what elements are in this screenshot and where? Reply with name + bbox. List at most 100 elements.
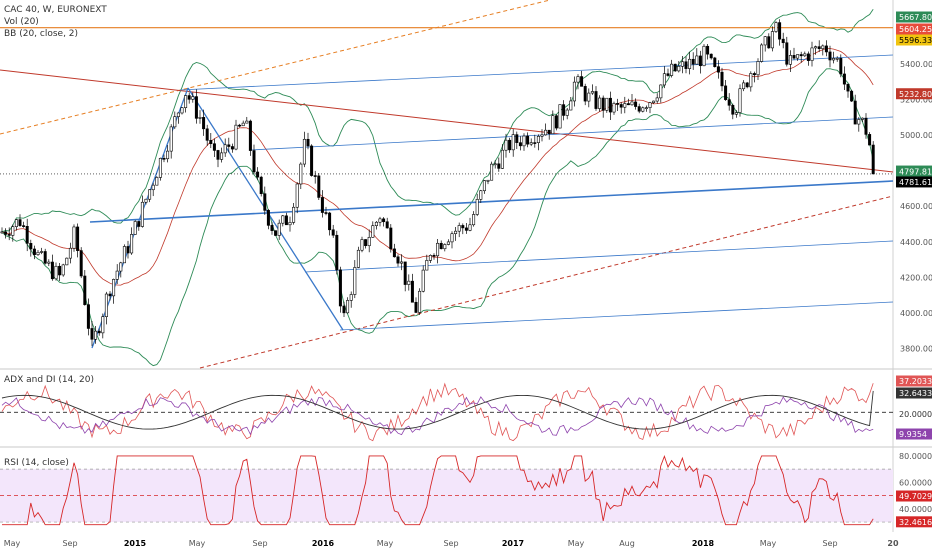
candle-body <box>551 115 555 135</box>
bollinger-legend: BB (20, close, 2) <box>4 29 79 39</box>
candle-body <box>29 243 33 250</box>
candle-body <box>731 104 735 115</box>
candle <box>734 110 738 118</box>
candle <box>817 40 821 53</box>
candle-body <box>486 179 490 182</box>
candle <box>274 230 278 236</box>
candle <box>176 112 180 124</box>
candle <box>101 313 105 339</box>
candle-body <box>230 146 234 150</box>
candle-body <box>112 279 116 297</box>
candle-body <box>385 221 389 229</box>
price-axis: 3800.004000.004200.004400.004600.004800.… <box>896 11 932 353</box>
time-tick-label: Sep <box>62 539 77 548</box>
candle-body <box>335 234 339 271</box>
candle <box>25 218 29 252</box>
candle <box>407 274 411 291</box>
candle-body <box>292 206 296 223</box>
candle <box>590 84 594 95</box>
candle <box>637 103 641 114</box>
candle <box>266 209 270 230</box>
candle-body <box>86 304 90 329</box>
candle-body <box>90 328 94 340</box>
candle-body <box>504 139 508 151</box>
candle <box>749 71 753 92</box>
candle-body <box>742 82 746 90</box>
candle <box>788 50 792 73</box>
candle <box>680 56 684 74</box>
candle <box>504 133 508 158</box>
candle-body <box>706 45 710 55</box>
candle <box>220 147 224 163</box>
candle-body <box>720 71 724 87</box>
candle-body <box>724 85 728 100</box>
candle <box>547 129 551 140</box>
price-label: 5596.33 <box>896 34 932 46</box>
candle <box>580 70 584 87</box>
grid-layer <box>0 0 932 532</box>
candle <box>839 54 843 78</box>
time-tick-label: May <box>568 539 585 548</box>
channel-bottom-line <box>339 301 894 331</box>
price-label-box <box>896 34 932 46</box>
time-tick-label: 2015 <box>124 539 147 548</box>
candle <box>457 222 461 238</box>
candle-body <box>83 275 87 305</box>
candle-body <box>162 157 166 160</box>
candle <box>396 254 400 267</box>
candle <box>76 223 80 258</box>
candle-body <box>857 119 861 125</box>
candle-body <box>673 63 677 72</box>
candle <box>364 239 368 249</box>
candle <box>94 326 98 344</box>
candle-body <box>61 264 65 276</box>
candle <box>173 111 177 130</box>
candle <box>414 297 418 313</box>
candle <box>666 68 670 77</box>
candle <box>11 224 15 242</box>
time-tick-label: May <box>760 539 777 548</box>
candle <box>61 263 65 277</box>
candle-body <box>205 128 209 141</box>
candle <box>612 101 616 115</box>
candle <box>122 244 126 264</box>
adx-panel: 37.2033 32.6433 20.0000 9.9354 <box>0 375 932 442</box>
price-label-box <box>896 428 932 440</box>
candle <box>317 173 321 201</box>
candle-body <box>241 122 245 127</box>
candle-body <box>79 250 83 277</box>
candle <box>299 162 303 190</box>
price-label-box <box>896 23 932 35</box>
candle-body <box>778 22 782 40</box>
time-tick-label: May <box>377 539 394 548</box>
price-label-text: 5667.80 <box>899 13 932 22</box>
candle-body <box>389 227 393 250</box>
candle-body <box>583 86 587 102</box>
lower-dashed-trend <box>199 195 894 369</box>
candle-body <box>540 134 544 137</box>
candle-body <box>0 231 4 234</box>
candle-body <box>576 76 580 83</box>
price-label-text: 4797.81 <box>899 167 932 176</box>
rsi-legend: RSI (14, close) <box>4 458 69 468</box>
candle <box>320 190 324 218</box>
candle <box>659 84 663 103</box>
candle-body <box>835 57 839 60</box>
candle <box>529 138 533 147</box>
candle-body <box>72 226 76 249</box>
candle-body <box>7 234 11 236</box>
candle-body <box>234 124 238 150</box>
candle-body <box>176 112 180 117</box>
price-tick-label: 5000.00 <box>900 131 932 140</box>
candle-body <box>580 76 584 87</box>
candle <box>522 133 526 151</box>
candle-body <box>328 212 332 231</box>
candle <box>184 95 188 113</box>
candle <box>598 95 602 112</box>
candle <box>230 143 234 153</box>
candle <box>601 95 605 118</box>
price-label-box <box>896 516 932 528</box>
price-label-text: 9.9354 <box>899 430 927 439</box>
candle-body <box>58 265 62 276</box>
